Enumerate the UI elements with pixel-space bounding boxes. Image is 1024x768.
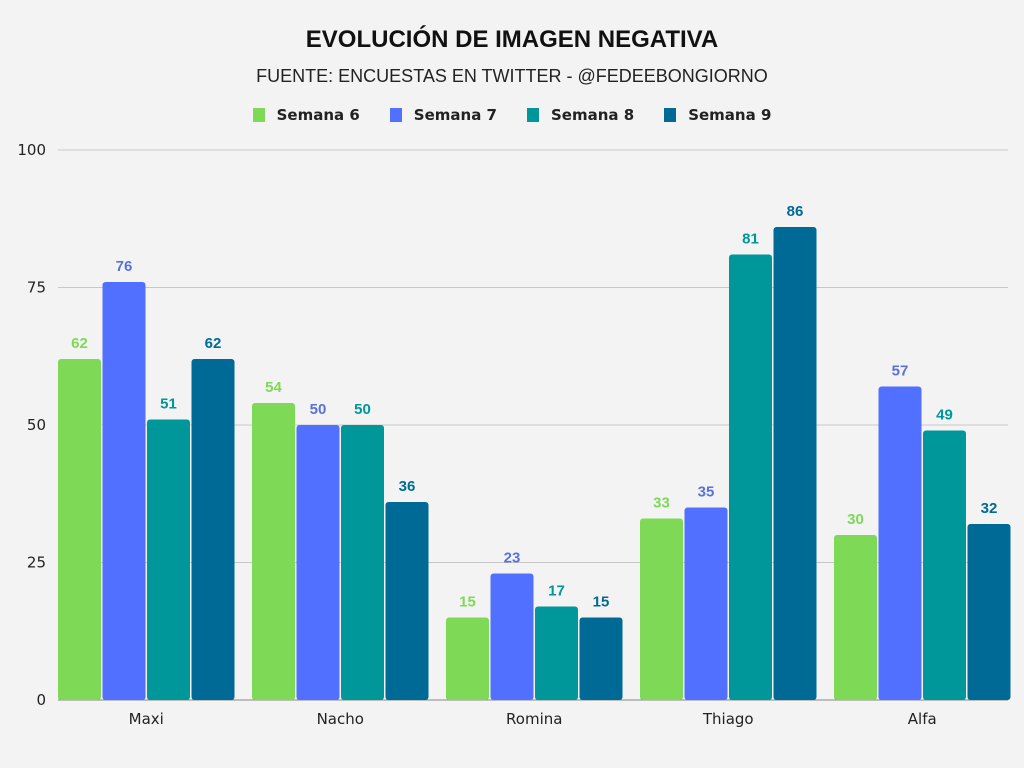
bar bbox=[296, 425, 340, 700]
x-tick-label: Thiago bbox=[702, 710, 754, 728]
bar bbox=[490, 573, 534, 700]
x-tick-label: Alfa bbox=[908, 710, 937, 728]
data-label: 15 bbox=[459, 594, 476, 611]
data-label: 23 bbox=[504, 550, 521, 567]
bar bbox=[967, 524, 1011, 700]
legend-swatch bbox=[664, 108, 677, 122]
x-tick-label: Nacho bbox=[317, 710, 364, 728]
x-tick-label: Romina bbox=[506, 710, 562, 728]
legend-swatch bbox=[389, 108, 402, 122]
legend-item: Semana 8 bbox=[527, 106, 634, 124]
x-tick-label: Maxi bbox=[129, 710, 164, 728]
legend-label: Semana 6 bbox=[276, 106, 360, 124]
data-label: 86 bbox=[787, 203, 804, 220]
data-label: 54 bbox=[265, 379, 282, 396]
legend-swatch bbox=[252, 108, 265, 122]
bar bbox=[147, 419, 190, 700]
data-label: 76 bbox=[116, 258, 133, 275]
legend-label: Semana 8 bbox=[551, 106, 635, 124]
legend: Semana 6 Semana 7 Semana 8 Semana 9 bbox=[0, 106, 1024, 124]
chart-title: EVOLUCIÓN DE IMAGEN NEGATIVA bbox=[305, 26, 719, 53]
data-label: 81 bbox=[742, 231, 759, 248]
bar bbox=[446, 617, 489, 700]
data-label: 32 bbox=[981, 500, 998, 517]
bar bbox=[878, 386, 922, 700]
y-tick-label: 50 bbox=[27, 416, 46, 434]
bar bbox=[684, 507, 728, 700]
legend-item: Semana 9 bbox=[664, 106, 771, 124]
y-tick-label: 100 bbox=[17, 141, 46, 159]
data-label: 62 bbox=[71, 335, 88, 352]
y-tick-label: 75 bbox=[27, 279, 46, 297]
bar bbox=[102, 282, 146, 700]
bar bbox=[385, 502, 429, 700]
data-label: 51 bbox=[160, 396, 177, 413]
bar bbox=[773, 227, 817, 700]
data-label: 62 bbox=[205, 335, 222, 352]
bar bbox=[729, 254, 772, 700]
bar bbox=[58, 359, 101, 700]
chart-subtitle: FUENTE: ENCUESTAS EN TWITTER - @FEDEEBON… bbox=[256, 66, 768, 86]
data-label: 49 bbox=[936, 407, 953, 424]
bar bbox=[640, 518, 683, 700]
legend-swatch bbox=[527, 108, 539, 122]
data-label: 33 bbox=[653, 495, 670, 512]
y-tick-label: 0 bbox=[36, 691, 46, 709]
bar bbox=[535, 606, 578, 700]
bar bbox=[252, 403, 295, 700]
data-label: 30 bbox=[847, 511, 864, 528]
bar bbox=[834, 535, 877, 700]
legend-label: Semana 7 bbox=[413, 106, 497, 124]
bar bbox=[923, 430, 966, 700]
bar bbox=[341, 425, 384, 700]
data-label: 50 bbox=[354, 401, 371, 418]
data-label: 50 bbox=[310, 401, 327, 418]
legend-item: Semana 6 bbox=[252, 106, 360, 124]
legend-item: Semana 7 bbox=[389, 106, 497, 124]
bar bbox=[191, 359, 235, 700]
y-tick-label: 25 bbox=[27, 554, 46, 572]
bar bbox=[579, 617, 623, 700]
data-label: 35 bbox=[698, 484, 715, 501]
data-label: 17 bbox=[548, 583, 565, 600]
data-label: 15 bbox=[593, 594, 610, 611]
data-label: 57 bbox=[892, 363, 909, 380]
legend-label: Semana 9 bbox=[688, 106, 772, 124]
data-label: 36 bbox=[399, 478, 416, 495]
